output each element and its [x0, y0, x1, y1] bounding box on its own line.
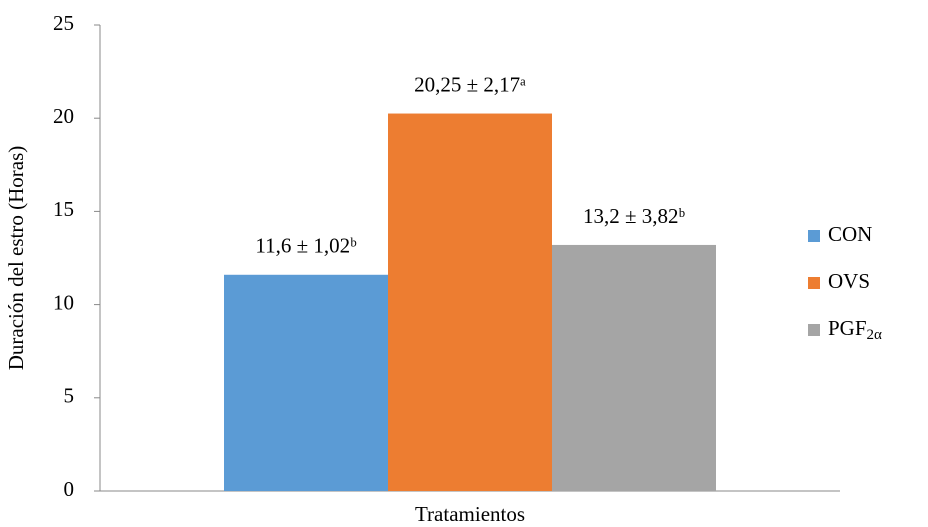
y-axis-label: Duración del estro (Horas) [4, 146, 28, 371]
legend-swatch [808, 277, 820, 289]
legend-label: PGF2α [828, 316, 882, 344]
y-tick-label: 15 [53, 197, 74, 221]
data-label: 13,2 ± 3,82ᵇ [583, 204, 686, 228]
y-tick-label: 25 [53, 11, 74, 35]
data-label: 11,6 ± 1,02ᵇ [255, 234, 357, 258]
bar [552, 244, 716, 491]
y-tick-label: 5 [64, 384, 75, 408]
y-tick-label: 0 [64, 477, 75, 501]
x-axis-label: Tratamientos [415, 502, 525, 526]
legend-swatch [808, 230, 820, 242]
legend-swatch [808, 324, 820, 336]
y-tick-label: 20 [53, 104, 74, 128]
bar [224, 274, 388, 491]
data-label: 20,25 ± 2,17ᵃ [414, 72, 526, 96]
legend-label: CON [828, 222, 872, 246]
bar [388, 113, 552, 491]
y-tick-label: 10 [53, 290, 74, 314]
legend-label: OVS [828, 269, 870, 293]
